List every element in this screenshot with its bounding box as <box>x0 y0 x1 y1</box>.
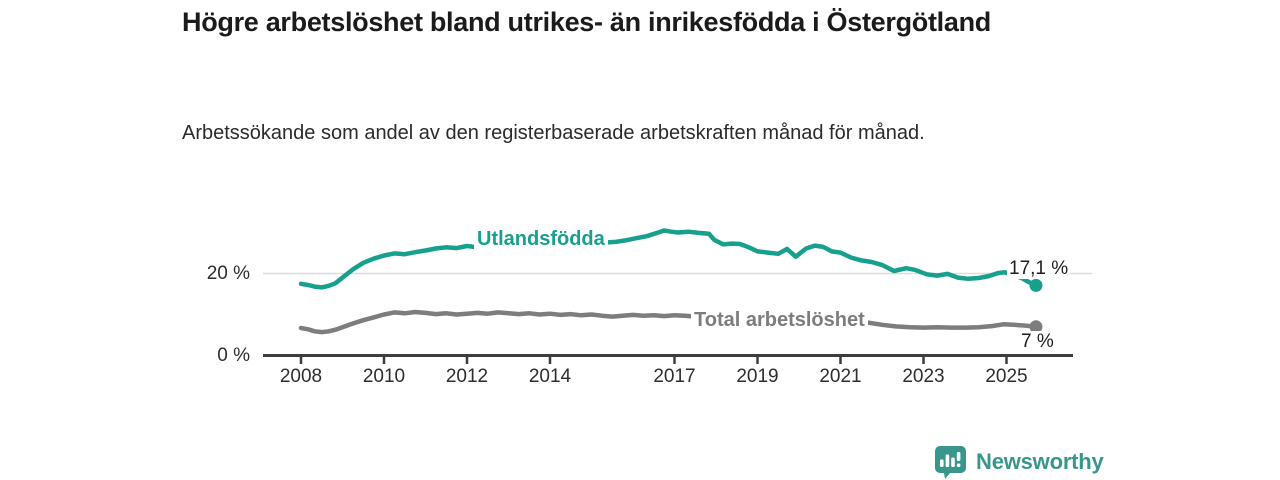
x-axis-tick-label: 2017 <box>653 366 696 387</box>
x-axis-tick-label: 2010 <box>362 366 406 387</box>
y-axis-tick-label: 0 % <box>217 344 250 366</box>
series-end-dot-0 <box>1029 278 1043 292</box>
chart-subtitle: Arbetssökande som andel av den registerb… <box>182 122 925 144</box>
newsworthy-logo: Newsworthy <box>933 445 1233 479</box>
x-axis-tick-label: 2021 <box>819 366 862 387</box>
newsworthy-logo-text: Newsworthy <box>976 449 1104 474</box>
series-end-dot-1 <box>1029 320 1043 334</box>
x-axis-tick-label: 2019 <box>736 366 779 387</box>
chart-title: Högre arbetslöshet bland utrikes- än inr… <box>182 7 991 37</box>
x-axis-tick-label: 2025 <box>985 366 1028 387</box>
series-label-total-arbetsloshet: Total arbetslöshet <box>691 308 868 332</box>
x-axis-tick-label: 2014 <box>528 366 572 387</box>
x-axis-tick-label: 2008 <box>279 366 323 387</box>
series-label-utlandsfodda: Utlandsfödda <box>474 227 608 251</box>
end-value-label-total: 7 % <box>1019 331 1056 352</box>
series-line-0 <box>298 228 1039 290</box>
bar-chart-speech-bubble-icon <box>935 446 966 479</box>
end-value-label-utlandsfodda: 17,1 % <box>1007 258 1071 279</box>
x-axis-tick-label: 2023 <box>902 366 945 387</box>
series-line-1 <box>298 309 1039 335</box>
y-axis-tick-label: 20 % <box>206 262 250 284</box>
x-axis-tick-label: 2012 <box>445 366 489 387</box>
